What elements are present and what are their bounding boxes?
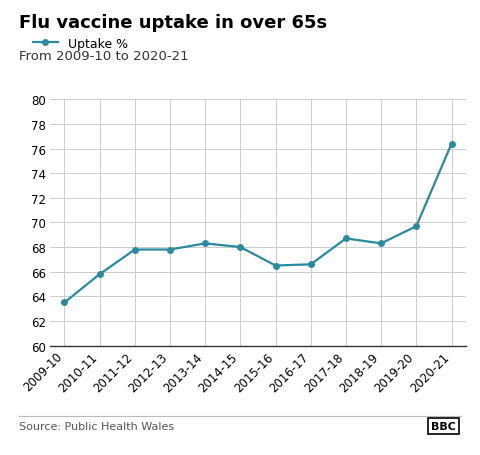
Text: BBC: BBC xyxy=(431,421,456,431)
Text: Flu vaccine uptake in over 65s: Flu vaccine uptake in over 65s xyxy=(19,14,327,31)
Text: From 2009-10 to 2020-21: From 2009-10 to 2020-21 xyxy=(19,50,189,63)
Text: Source: Public Health Wales: Source: Public Health Wales xyxy=(19,421,174,431)
Legend: Uptake %: Uptake % xyxy=(27,33,132,56)
